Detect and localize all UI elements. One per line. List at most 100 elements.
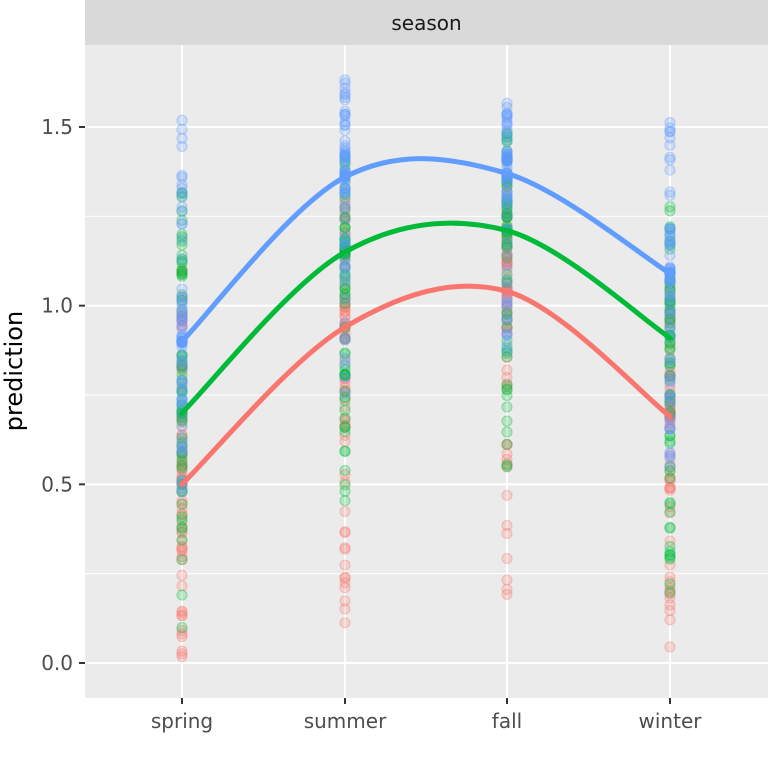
scatter-point (176, 179, 188, 191)
scatter-point (339, 222, 351, 234)
scatter-point (501, 256, 513, 268)
scatter-point (501, 312, 513, 324)
scatter-point (501, 101, 513, 114)
scatter-point (664, 221, 676, 233)
scatter-point (339, 369, 351, 381)
scatter-point (176, 310, 188, 322)
points-layer (176, 74, 676, 663)
scatter-point (501, 240, 513, 252)
scatter-point (339, 77, 351, 89)
scatter-point (501, 152, 513, 164)
scatter-point (501, 194, 513, 206)
scatter-point (664, 298, 676, 310)
scatter-point (339, 213, 351, 225)
scatter-point (664, 465, 676, 477)
scatter-point (176, 294, 188, 307)
scatter-point (664, 501, 676, 513)
scatter-point (501, 240, 513, 253)
scatter-point (501, 574, 513, 586)
scatter-point (176, 385, 188, 397)
scatter-point (176, 312, 188, 324)
scatter-point (176, 462, 188, 474)
scatter-point (176, 508, 188, 520)
scatter-point (501, 175, 513, 187)
scatter-point (501, 262, 513, 274)
scatter-point (176, 187, 188, 199)
scatter-point (339, 305, 351, 317)
scatter-point (176, 190, 188, 202)
scatter-point (176, 349, 188, 362)
scatter-point (339, 142, 351, 154)
scatter-point (501, 186, 513, 198)
scatter-point (501, 185, 513, 198)
scatter-point (501, 371, 513, 384)
scatter-point (339, 352, 351, 364)
scatter-point (176, 392, 188, 405)
scatter-point (176, 435, 188, 447)
scatter-point (501, 193, 513, 205)
scatter-point (664, 276, 676, 288)
scatter-point (501, 302, 513, 314)
scatter-point (664, 122, 676, 134)
scatter-point (339, 192, 351, 204)
scatter-point (664, 341, 676, 354)
scatter-point (339, 495, 351, 507)
scatter-point (339, 288, 351, 300)
scatter-point (176, 306, 188, 318)
scatter-point (664, 390, 676, 402)
scatter-point (339, 368, 351, 380)
scatter-point (176, 265, 188, 277)
facet-strip-label: season (391, 11, 461, 35)
scatter-point (664, 234, 676, 246)
scatter-point (664, 393, 676, 405)
scatter-point (176, 554, 188, 566)
scatter-point (664, 249, 676, 261)
scatter-point (501, 209, 513, 221)
scatter-point (176, 511, 188, 523)
scatter-point (664, 461, 676, 473)
scatter-point (339, 595, 351, 607)
scatter-point (664, 369, 676, 381)
scatter-point (176, 309, 188, 321)
scatter-point (339, 108, 351, 121)
scatter-point (176, 123, 188, 136)
scatter-point (339, 212, 351, 224)
scatter-point (339, 182, 351, 194)
scatter-point (501, 155, 513, 167)
scatter-point (339, 124, 351, 136)
scatter-point (339, 184, 351, 197)
scatter-point (339, 260, 351, 272)
scatter-point (176, 444, 188, 456)
scatter-point (176, 363, 188, 375)
scatter-point (501, 201, 513, 213)
scatter-point (339, 421, 351, 433)
scatter-point (176, 349, 188, 361)
facet-strip (85, 0, 768, 45)
scatter-point (501, 146, 513, 158)
scatter-point (339, 110, 351, 122)
scatter-point (501, 527, 513, 540)
scatter-point (664, 423, 676, 435)
scatter-point (664, 402, 676, 414)
scatter-point (176, 314, 188, 326)
scatter-point (501, 175, 513, 188)
scatter-point (501, 298, 513, 310)
scatter-point (664, 223, 676, 235)
scatter-point (664, 353, 676, 365)
scatter-point (664, 389, 676, 401)
scatter-point (176, 605, 188, 617)
scatter-point (501, 211, 513, 223)
scatter-point (501, 459, 513, 471)
scatter-point (176, 645, 188, 657)
scatter-point (339, 445, 351, 457)
scatter-point (176, 169, 188, 181)
scatter-point (176, 526, 188, 539)
scatter-point (176, 550, 188, 563)
scatter-point (501, 153, 513, 166)
scatter-point (176, 296, 188, 309)
scatter-point (339, 148, 351, 160)
scatter-point (176, 457, 188, 469)
scatter-point (664, 243, 676, 255)
scatter-point (176, 375, 188, 387)
y-tick-label: 0.0 (41, 651, 73, 675)
